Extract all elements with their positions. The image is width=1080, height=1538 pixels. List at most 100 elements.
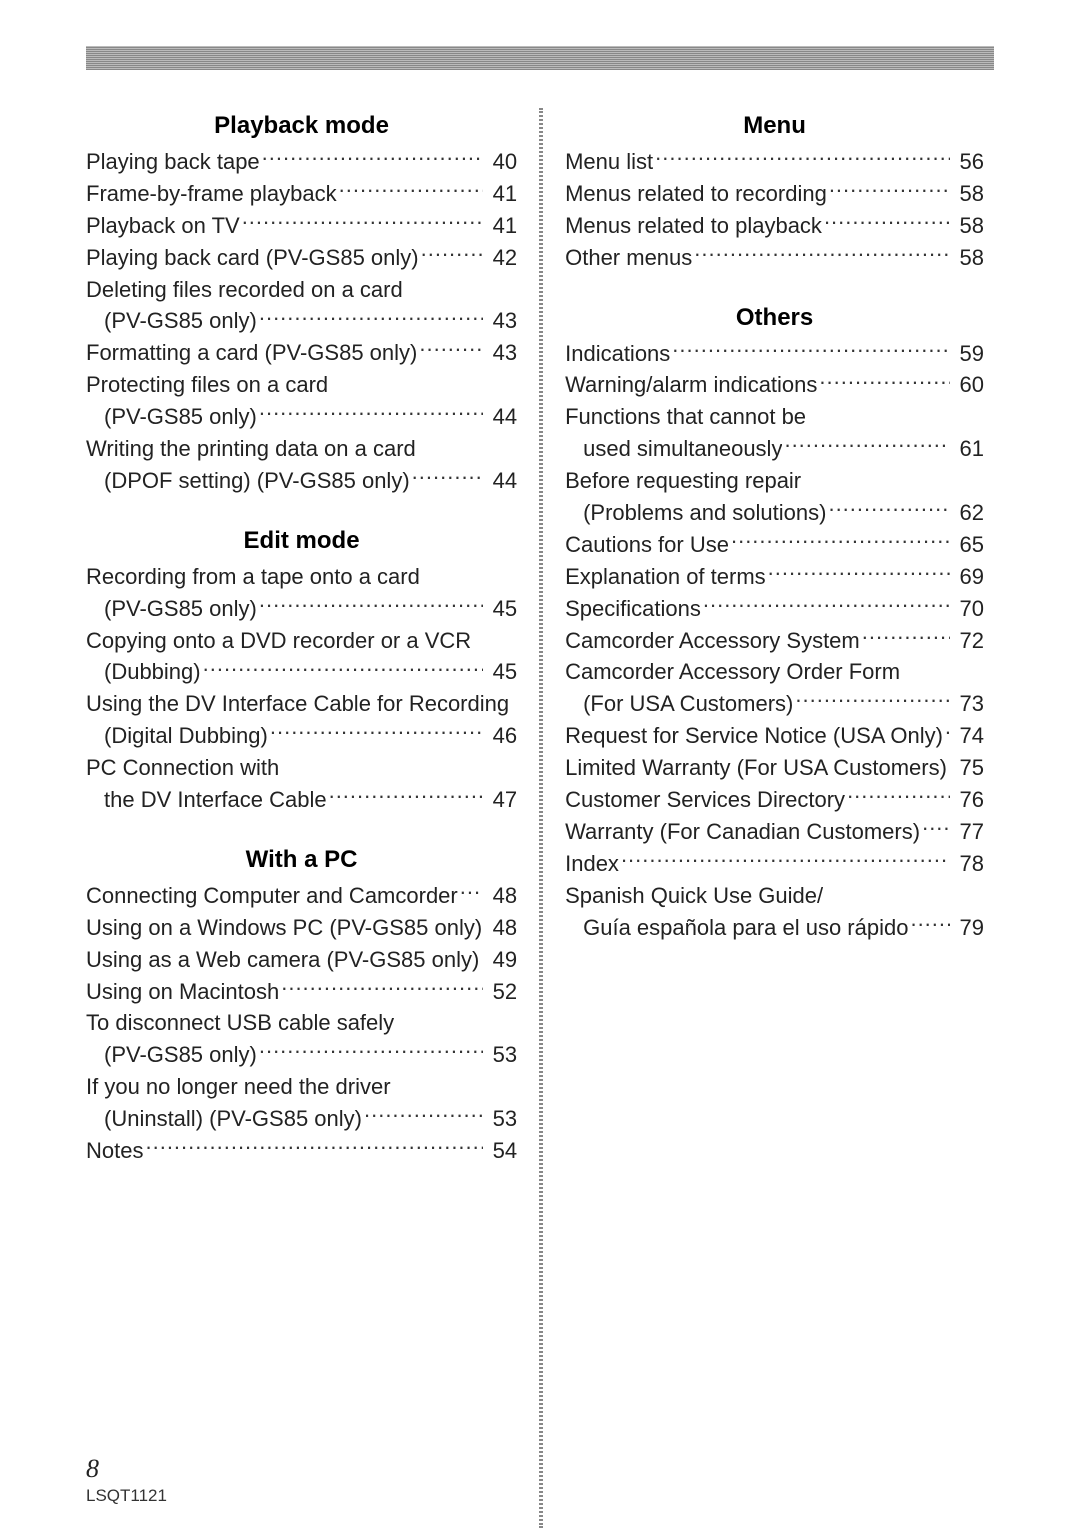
toc-entry: Request for Service Notice (USA Only)74 (565, 720, 984, 752)
toc-leader-dots (471, 626, 509, 648)
toc-leader-dots (920, 817, 950, 839)
toc-entry-page: 43 (483, 305, 517, 337)
toc-entry: Customer Services Directory76 (565, 784, 984, 816)
toc-entry: Warranty (For Canadian Customers)77 (565, 816, 984, 848)
toc-entry-label: Other menus (565, 242, 692, 274)
toc-entry: (Uninstall) (PV-GS85 only)53 (86, 1103, 517, 1135)
toc-entry-page: 40 (483, 146, 517, 178)
toc-entry-page: 58 (950, 210, 984, 242)
toc-entry: Functions that cannot be (565, 401, 984, 433)
toc-leader-dots (947, 753, 950, 775)
toc-section: OthersIndications59Warning/alarm indicat… (565, 304, 984, 944)
page-footer: 8 LSQT1121 (86, 1454, 167, 1506)
page-number: 8 (86, 1454, 167, 1484)
document-id: LSQT1121 (86, 1486, 167, 1506)
right-column: Menu Menu list56Menus related to recordin… (547, 108, 994, 1528)
toc-entry: Playback on TV41 (86, 210, 517, 242)
toc-entry: (PV-GS85 only) 43 (86, 305, 517, 337)
toc-entry-label: Menus related to recording (565, 178, 827, 210)
toc-entry-page: 53 (483, 1039, 517, 1071)
toc-leader-dots (328, 370, 509, 392)
toc-entry: Playing back card (PV-GS85 only)42 (86, 242, 517, 274)
toc-entry-page: 53 (483, 1103, 517, 1135)
toc-leader-dots (362, 1104, 483, 1126)
toc-entry-page: 44 (483, 401, 517, 433)
toc-entry: Formatting a card (PV-GS85 only) 43 (86, 337, 517, 369)
toc-entry: Cautions for Use65 (565, 529, 984, 561)
toc-leader-dots (701, 594, 950, 616)
toc-entry-label: To disconnect USB cable safely (86, 1007, 394, 1039)
section-title: Playback mode (86, 112, 517, 140)
toc-content: Playback modePlaying back tape40Frame-by… (86, 108, 994, 1528)
toc-entry: Using the DV Interface Cable for Recordi… (86, 688, 517, 720)
toc-entry-label: Formatting a card (PV-GS85 only) (86, 337, 417, 369)
toc-entry-label: (For USA Customers) (565, 688, 793, 720)
toc-entry: Protecting files on a card (86, 369, 517, 401)
toc-leader-dots (793, 689, 950, 711)
toc-entry: the DV Interface Cable47 (86, 784, 517, 816)
toc-entry: Other menus58 (565, 242, 984, 274)
toc-entry-page: 43 (483, 337, 517, 369)
toc-entry-label: (PV-GS85 only) (86, 1039, 257, 1071)
toc-leader-dots (827, 179, 950, 201)
toc-leader-dots (416, 434, 509, 456)
toc-entry: Camcorder Accessory Order Form (565, 656, 984, 688)
toc-entry-label: Playing back card (PV-GS85 only) (86, 242, 419, 274)
toc-entry: (Problems and solutions)62 (565, 497, 984, 529)
toc-entry: (Digital Dubbing)46 (86, 720, 517, 752)
toc-entry-page: 72 (950, 625, 984, 657)
toc-leader-dots (279, 753, 509, 775)
toc-leader-dots (257, 1040, 483, 1062)
toc-entry-label: Specifications (565, 593, 701, 625)
toc-entry: If you no longer need the driver (86, 1071, 517, 1103)
section-title: Menu (565, 112, 984, 140)
toc-section: Menu Menu list56Menus related to recordin… (565, 112, 984, 274)
toc-entry-page: 48 (483, 912, 517, 944)
toc-entry-label: Customer Services Directory (565, 784, 845, 816)
toc-section: Playback modePlaying back tape40Frame-by… (86, 112, 517, 497)
toc-entry: PC Connection with (86, 752, 517, 784)
toc-entry-label: (Dubbing) (86, 656, 201, 688)
toc-entry-page: 45 (483, 593, 517, 625)
toc-entry-label: Camcorder Accessory System (565, 625, 860, 657)
toc-section: With a PC Connecting Computer and Camcord… (86, 846, 517, 1167)
toc-entry-page: 44 (483, 465, 517, 497)
toc-entry-label: Limited Warranty (For USA Customers) (565, 752, 947, 784)
toc-entry-label: Using on a Windows PC (PV-GS85 only) (86, 912, 482, 944)
toc-leader-dots (817, 370, 950, 392)
toc-leader-dots (806, 402, 976, 424)
toc-entry-page: 59 (950, 338, 984, 370)
toc-entry-label: Using as a Web camera (PV-GS85 only) (86, 944, 479, 976)
section-title: With a PC (86, 846, 517, 874)
toc-entry: Deleting files recorded on a card (86, 274, 517, 306)
toc-entry-page: 60 (950, 369, 984, 401)
toc-entry-label: Connecting Computer and Camcorder (86, 880, 458, 912)
toc-entry: Menus related to recording58 (565, 178, 984, 210)
toc-leader-dots (279, 977, 483, 999)
toc-entry-label: Request for Service Notice (USA Only) (565, 720, 943, 752)
toc-entry-page: 49 (483, 944, 517, 976)
toc-leader-dots (482, 913, 483, 935)
toc-entry: Menu list56 (565, 146, 984, 178)
toc-entry-label: Warning/alarm indications (565, 369, 817, 401)
toc-entry-page: 52 (483, 976, 517, 1008)
toc-entry: (PV-GS85 only)45 (86, 593, 517, 625)
toc-entry: (PV-GS85 only) 53 (86, 1039, 517, 1071)
toc-leader-dots (268, 721, 483, 743)
toc-entry-label: (PV-GS85 only) (86, 305, 257, 337)
toc-entry-page: 75 (950, 752, 984, 784)
toc-entry: (DPOF setting) (PV-GS85 only)44 (86, 465, 517, 497)
toc-entry-page: 79 (950, 912, 984, 944)
toc-leader-dots (143, 1136, 483, 1158)
toc-entry-label: the DV Interface Cable (86, 784, 327, 816)
toc-leader-dots (860, 626, 950, 648)
toc-entry-label: (Problems and solutions) (565, 497, 826, 529)
toc-entry-label: Using on Macintosh (86, 976, 279, 1008)
toc-entry: (PV-GS85 only)44 (86, 401, 517, 433)
toc-leader-dots (337, 179, 483, 201)
toc-leader-dots (653, 147, 950, 169)
toc-entry: Spanish Quick Use Guide/ (565, 880, 984, 912)
toc-entry: Copying onto a DVD recorder or a VCR (86, 625, 517, 657)
toc-entry-page: 46 (483, 720, 517, 752)
toc-entry: Playing back tape40 (86, 146, 517, 178)
